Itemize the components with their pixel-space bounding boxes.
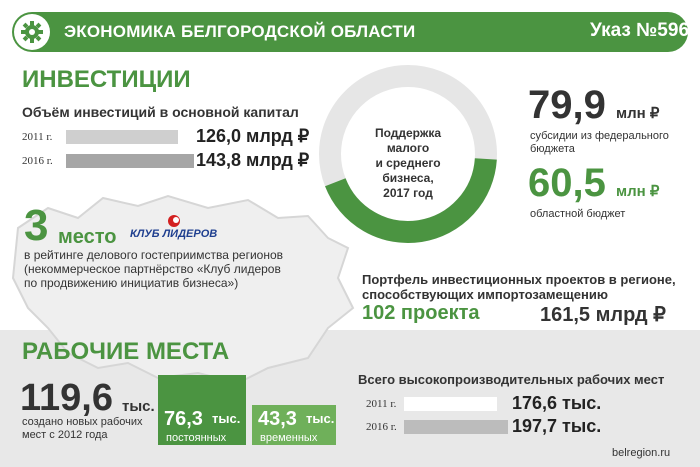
temporary-jobs-unit: тыс.: [306, 411, 335, 426]
donut-center-label: Поддержка малого и среднего бизнеса, 201…: [356, 126, 460, 201]
rating-place-word: место: [58, 226, 117, 248]
hp-value-2011: 176,6 тыс.: [512, 393, 602, 413]
portfolio-title-1: Портфель инвестиционных проектов в регио…: [362, 272, 676, 287]
rating-desc-2: (некоммерческое партнёрство «Клуб лидеро…: [24, 262, 281, 276]
header-title: ЭКОНОМИКА БЕЛГОРОДСКОЙ ОБЛАСТИ: [64, 22, 416, 41]
regional-budget-number: 60,5: [528, 161, 606, 205]
hp-year-2016: 2016 г.: [366, 421, 397, 433]
donut-center-line-4: бизнеса,: [382, 171, 434, 185]
hp-value-2016: 197,7 тыс.: [512, 416, 602, 436]
temporary-jobs-label: временных: [260, 432, 318, 444]
gear-icon: [14, 14, 50, 50]
portfolio-amount: 161,5 млрд ₽: [540, 304, 666, 326]
club-leaders-logo-text: КЛУБ ЛИДЕРОВ: [130, 228, 218, 240]
hp-bar-2011: [404, 397, 497, 411]
rating-desc-3: по продвижению инициатив бизнеса»): [24, 276, 239, 290]
investments-title: ИНВЕСТИЦИИ: [22, 66, 191, 93]
investments-subtitle: Объём инвестиций в основной капитал: [22, 104, 299, 120]
temporary-jobs-box: [252, 405, 336, 445]
jobs-created-number: 119,6: [20, 377, 113, 419]
federal-subsidy-unit: млн ₽: [616, 105, 660, 122]
portfolio-projects: 102 проекта: [362, 302, 480, 324]
hp-bar-2016: [404, 420, 508, 434]
footer-site: belregion.ru: [612, 447, 671, 459]
header-bar: [12, 12, 688, 52]
regional-budget-label: областной бюджет: [530, 208, 626, 220]
portfolio-title-2: способствующих импортозамещению: [362, 287, 608, 302]
inv-bar-2016: [66, 154, 194, 168]
permanent-jobs-number: 76,3: [164, 408, 203, 430]
permanent-jobs-label: постоянных: [166, 432, 227, 444]
rating-desc-1: в рейтинге делового гостеприимства регио…: [24, 248, 284, 262]
donut-center-line-1: Поддержка: [374, 126, 442, 140]
permanent-jobs-unit: тыс.: [212, 411, 241, 426]
jobs-created-unit: тыс.: [122, 398, 155, 415]
donut-center-line-3: и среднего: [375, 156, 441, 170]
inv-year-2011: 2011 г.: [22, 131, 53, 143]
donut-federal-share-arc: [325, 157, 497, 243]
temporary-jobs-number: 43,3: [258, 408, 297, 430]
federal-subsidy-label-2: бюджета: [530, 143, 575, 155]
donut-center-line-5: 2017 год: [383, 186, 433, 200]
federal-subsidy-label-1: субсидии из федерального: [530, 130, 669, 142]
decree-label: Указ №596: [590, 20, 690, 41]
rating-place-number: 3: [24, 201, 49, 250]
jobs-title: РАБОЧИЕ МЕСТА: [22, 338, 230, 365]
support-donut-chart: [319, 65, 497, 243]
federal-subsidy-number: 79,9: [528, 83, 606, 127]
inv-value-2016: 143,8 млрд ₽: [196, 150, 310, 170]
inv-bar-2011: [66, 130, 179, 144]
region-map-silhouette: [11, 194, 355, 385]
jobs-created-label-2: мест с 2012 года: [22, 429, 108, 441]
inv-value-2011: 126,0 млрд ₽: [196, 126, 310, 146]
inv-year-2016: 2016 г.: [22, 155, 53, 167]
permanent-jobs-box: [158, 375, 246, 445]
donut-center-line-2: малого: [386, 141, 430, 155]
hp-year-2011: 2011 г.: [366, 398, 397, 410]
club-leaders-logo: [130, 212, 240, 246]
hp-jobs-title: Всего высокопроизводительных рабочих мес…: [358, 372, 665, 387]
regional-budget-unit: млн ₽: [616, 183, 660, 200]
jobs-created-label-1: создано новых рабочих: [22, 416, 143, 428]
